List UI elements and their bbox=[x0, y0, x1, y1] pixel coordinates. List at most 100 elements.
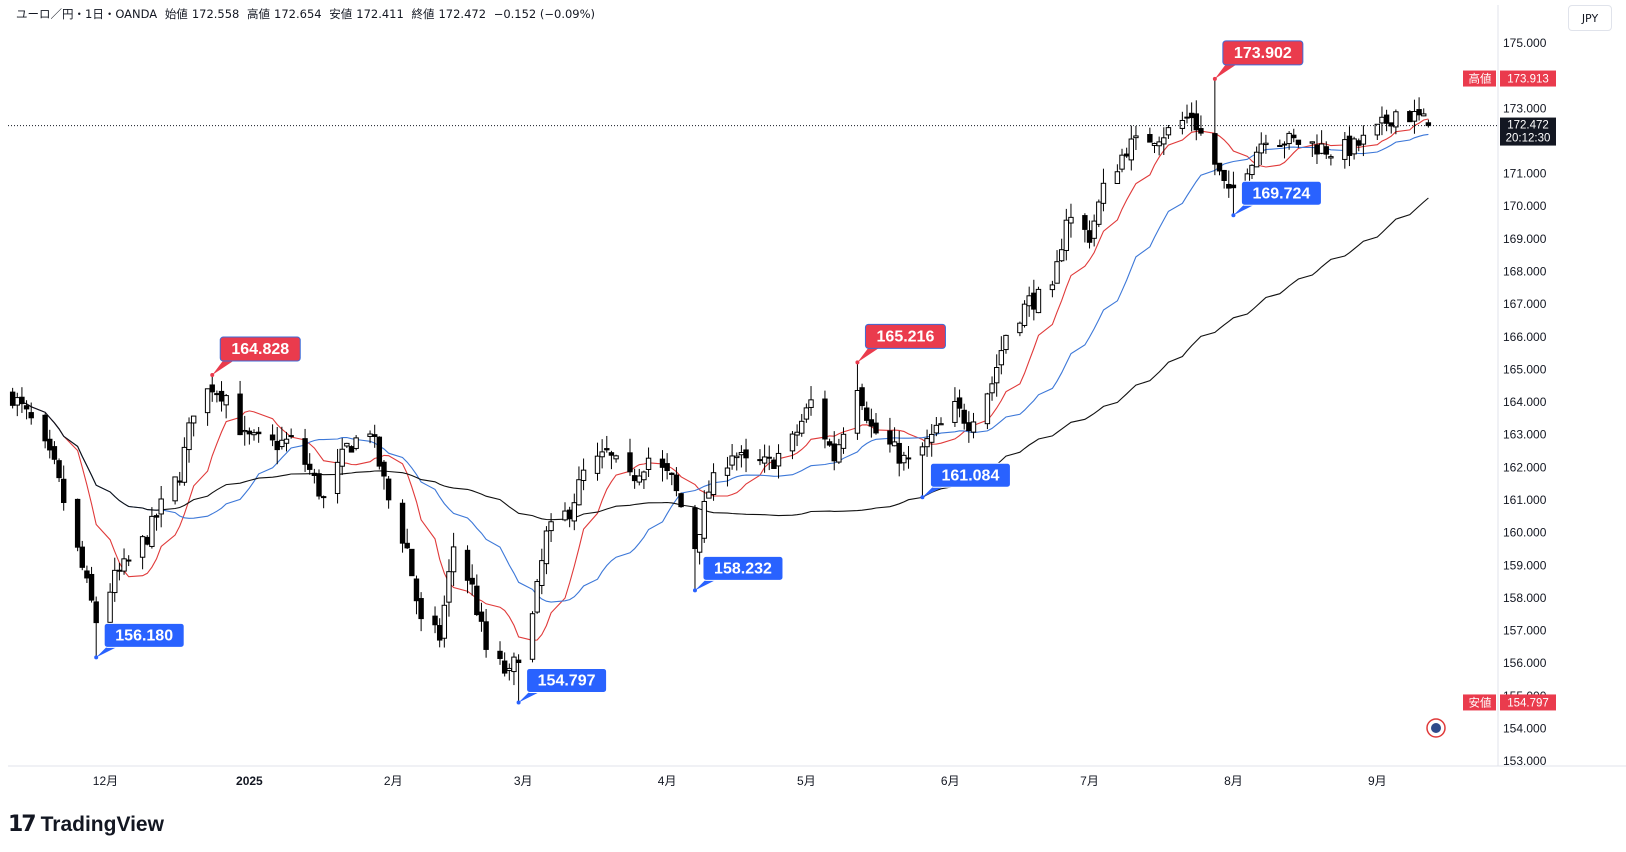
candle-body bbox=[966, 422, 972, 432]
candle-body bbox=[678, 493, 684, 508]
y-tick-label: 175.000 bbox=[1503, 36, 1547, 50]
candle-body bbox=[149, 515, 155, 547]
candle-body bbox=[1054, 261, 1060, 284]
candle-body bbox=[42, 414, 48, 442]
candle-body bbox=[1147, 134, 1153, 143]
event-marker-icon[interactable] bbox=[1426, 718, 1446, 738]
candle-body bbox=[1086, 230, 1093, 243]
candle-body bbox=[599, 451, 605, 458]
candle-body bbox=[840, 433, 847, 449]
high-callout[interactable]: 173.902 bbox=[1212, 40, 1304, 81]
candle-body bbox=[1068, 216, 1074, 224]
candle-body bbox=[673, 474, 680, 492]
candle-body bbox=[1291, 134, 1297, 139]
candles-group bbox=[9, 78, 1432, 703]
candle-body bbox=[1309, 141, 1316, 144]
ma-mid-line bbox=[12, 133, 1429, 603]
candle-body bbox=[571, 502, 577, 522]
candle-body bbox=[446, 571, 452, 603]
candle-body bbox=[743, 449, 749, 459]
callout-dot bbox=[1212, 76, 1217, 81]
change-value: −0.152 (−0.09%) bbox=[493, 7, 596, 21]
callout-label: 164.828 bbox=[231, 341, 289, 358]
candle-body bbox=[125, 559, 132, 562]
tradingview-logo-text: TradingView bbox=[40, 812, 164, 836]
candle-body bbox=[534, 581, 540, 613]
x-tick-label: 3月 bbox=[514, 774, 533, 788]
low-tag-value: 154.797 bbox=[1507, 697, 1549, 709]
candle-body bbox=[1346, 135, 1353, 156]
currency-button[interactable]: JPY bbox=[1568, 5, 1612, 31]
candle-body bbox=[279, 439, 285, 448]
candle-body bbox=[320, 496, 327, 499]
candle-body bbox=[339, 448, 345, 467]
candle-body bbox=[1179, 119, 1186, 129]
callout-pointer bbox=[922, 485, 947, 498]
callout-pointer bbox=[1233, 203, 1258, 216]
candle-body bbox=[474, 585, 480, 616]
candle-body bbox=[970, 421, 977, 433]
candle-body bbox=[1156, 141, 1162, 147]
candle-body bbox=[826, 441, 833, 446]
low-callout[interactable]: 158.232 bbox=[692, 555, 784, 593]
candle-body bbox=[1407, 111, 1413, 123]
low-callout[interactable]: 169.724 bbox=[1231, 180, 1322, 218]
candle-body bbox=[757, 459, 763, 462]
candle-body bbox=[1123, 153, 1130, 157]
candle-body bbox=[418, 598, 424, 620]
price-chart[interactable]: 153.000154.000155.000156.000157.000158.0… bbox=[8, 0, 1626, 852]
candle-body bbox=[1416, 109, 1422, 116]
candle-body bbox=[316, 473, 322, 497]
candle-body bbox=[724, 467, 731, 476]
y-tick-label: 157.000 bbox=[1503, 624, 1547, 638]
candle-body bbox=[738, 451, 745, 456]
x-tick-label: 2月 bbox=[384, 774, 403, 788]
candle-body bbox=[1360, 134, 1367, 145]
candle-body bbox=[701, 500, 707, 539]
candle-body bbox=[1184, 116, 1190, 119]
callout-pointer bbox=[96, 645, 121, 658]
candle-body bbox=[283, 438, 290, 444]
high-callout[interactable]: 164.828 bbox=[210, 336, 301, 378]
candle-body bbox=[919, 446, 926, 456]
candle-body bbox=[562, 510, 568, 521]
candle-body bbox=[334, 461, 341, 494]
callout-dot bbox=[855, 360, 860, 365]
tradingview-logo[interactable]: 17 TradingView bbox=[8, 812, 164, 837]
callout-pointer bbox=[1214, 62, 1239, 79]
callout-box bbox=[526, 667, 608, 693]
candle-body bbox=[56, 460, 62, 479]
candle-body bbox=[1356, 140, 1362, 146]
callout-box bbox=[864, 323, 946, 349]
y-tick-label: 164.000 bbox=[1503, 395, 1547, 409]
callout-dot bbox=[94, 655, 99, 660]
candle-body bbox=[9, 391, 16, 406]
candle-body bbox=[158, 498, 164, 515]
candle-body bbox=[636, 475, 642, 483]
candle-body bbox=[1216, 162, 1223, 172]
candle-body bbox=[734, 455, 740, 459]
callout-pointer bbox=[694, 578, 719, 591]
callout-label: 161.084 bbox=[942, 467, 1000, 484]
candle-body bbox=[1253, 151, 1260, 168]
symbol-name[interactable]: ユーロ／円・1日・OANDA bbox=[16, 7, 158, 21]
callout-label: 156.180 bbox=[115, 627, 173, 644]
high-value: 172.654 bbox=[274, 7, 322, 21]
candle-body bbox=[1091, 220, 1097, 239]
candle-body bbox=[993, 367, 1000, 384]
candle-body bbox=[543, 530, 550, 565]
low-label: 安値 bbox=[329, 7, 353, 21]
high-tag-value-box bbox=[1500, 70, 1556, 87]
candle-body bbox=[404, 542, 410, 549]
low-callout[interactable]: 161.084 bbox=[920, 462, 1011, 500]
low-callout[interactable]: 154.797 bbox=[516, 667, 608, 705]
candle-body bbox=[190, 415, 197, 424]
candle-body bbox=[1351, 138, 1357, 155]
candle-body bbox=[450, 546, 457, 573]
chart-frame[interactable]: 153.000154.000155.000156.000157.000158.0… bbox=[8, 0, 1626, 852]
candle-body bbox=[139, 536, 146, 558]
low-callout[interactable]: 156.180 bbox=[94, 622, 185, 660]
callout-pointer bbox=[212, 359, 237, 376]
candle-body bbox=[836, 444, 842, 463]
high-callout[interactable]: 165.216 bbox=[855, 323, 946, 365]
